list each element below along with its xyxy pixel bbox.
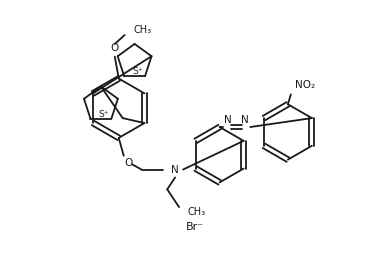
Text: N: N [171, 165, 179, 175]
Text: O: O [124, 158, 133, 168]
Text: CH₃: CH₃ [188, 207, 206, 217]
Text: S⁺: S⁺ [99, 110, 109, 119]
Text: N: N [224, 115, 231, 125]
Text: N: N [242, 115, 249, 125]
Text: O: O [111, 43, 119, 53]
Text: Br⁻: Br⁻ [186, 222, 204, 232]
Text: CH₃: CH₃ [134, 25, 152, 35]
Text: S⁺: S⁺ [132, 67, 143, 76]
Text: NO₂: NO₂ [295, 80, 315, 90]
